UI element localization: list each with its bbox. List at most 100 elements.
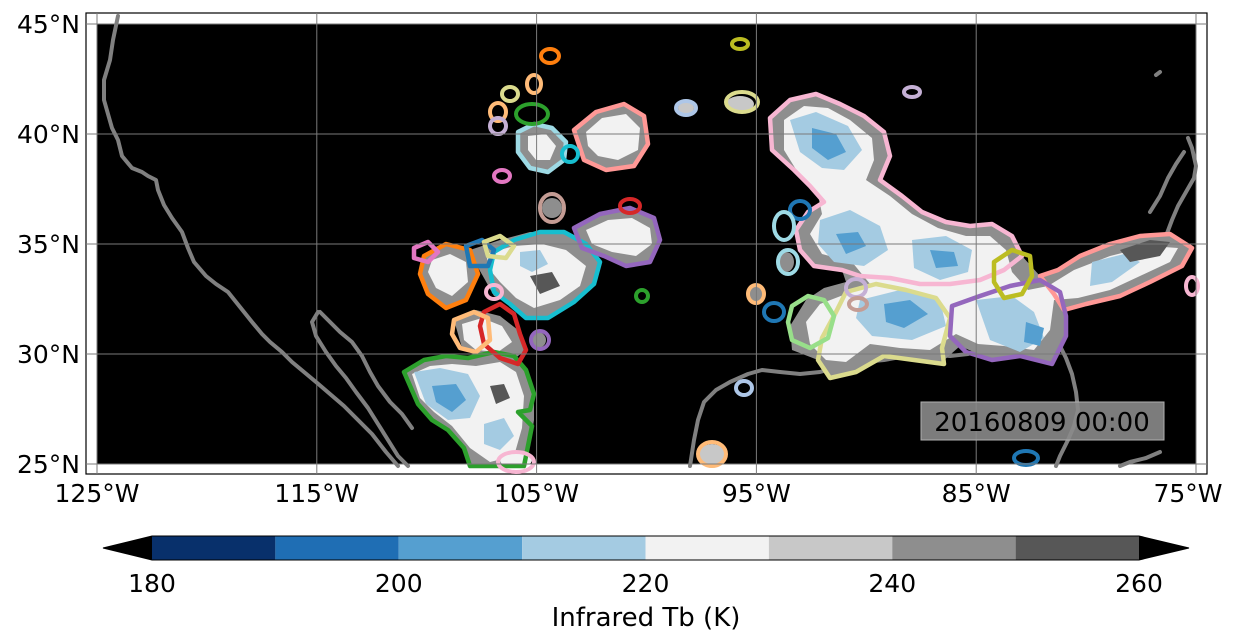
colorbar-bin [768, 536, 893, 560]
cell-pink-east [1184, 275, 1200, 297]
cloud-east-blue11 [1090, 254, 1140, 286]
cloud-west-blue3 [484, 418, 514, 450]
cloud-east-dark [1120, 240, 1170, 262]
lon-tick-labels: 125°W 115°W 105°W 95°W 85°W 75°W [55, 479, 1223, 508]
outline-orange-az [417, 241, 481, 311]
chesapeake [1148, 150, 1186, 214]
lon-tick-label: 105°W [494, 479, 579, 508]
colorbar-ticks: 180 200 220 240 260 [128, 569, 1163, 598]
colorbar [102, 535, 1190, 561]
colorbar-label: Infrared Tb (K) [552, 603, 741, 633]
colorbar-bin [398, 536, 523, 560]
timestamp-text: 20160809 00:00 [934, 408, 1150, 438]
cloud-east-blue6 [930, 250, 958, 268]
colorbar-bin [275, 536, 399, 560]
colorbar-tick-label: 240 [868, 569, 916, 598]
cell-lightblue-top [674, 99, 698, 117]
pacific-coastline [102, 14, 400, 468]
cell-brown-la [847, 296, 869, 312]
lon-tick-label: 95°W [722, 479, 791, 508]
cell-orange-1 [539, 47, 561, 65]
cell-green-tx [634, 288, 650, 304]
baja-coast [310, 310, 410, 468]
outline-salmon-east [1037, 231, 1195, 313]
cell-green-1 [514, 102, 550, 126]
gridlines [86, 13, 1207, 474]
cloud-east-blue4 [836, 232, 866, 254]
outline-cyan-nm [487, 229, 603, 321]
cell-peach-gulf [696, 440, 728, 468]
colorbar-bin [522, 536, 646, 560]
outline-lightgreen [785, 293, 837, 351]
outline-khaki [815, 281, 953, 381]
cloud-small-2 [678, 102, 694, 114]
cloud-nm-blue [520, 250, 548, 272]
cell-khaki-top [724, 90, 760, 114]
cloud-co-light [586, 114, 640, 160]
cloud-small-1 [726, 96, 754, 112]
colorbar-tick-label: 200 [375, 569, 423, 598]
lon-tick-label: 125°W [55, 479, 140, 508]
cell-peach-1 [525, 73, 543, 95]
cell-pink-nm [484, 283, 504, 301]
colorbar-over-arrow [1139, 536, 1189, 560]
outline-olive [991, 247, 1035, 301]
outline-green-west [401, 349, 537, 469]
cell-cyan-co [560, 144, 580, 164]
colorbar-bin [645, 536, 769, 560]
lat-tick-label: 35°N [17, 230, 80, 259]
outline-peach-chih [449, 309, 493, 355]
cell-lightblue-gulf [734, 379, 754, 397]
small-cell-outlines [484, 37, 1200, 474]
cell-peach-2 [488, 101, 508, 123]
cell-lightblue-ok [772, 210, 796, 242]
cell-blue-fl [1012, 449, 1040, 467]
outline-purple-east [947, 277, 1069, 367]
cell-lightblue-ok2 [776, 248, 800, 276]
outline-yellowgreen-az [481, 233, 517, 261]
cloud-west-blue2 [432, 384, 466, 412]
cell-khaki-1 [500, 85, 520, 103]
cloud-small-4 [778, 252, 794, 272]
lon-tick-label: 75°W [1153, 479, 1222, 508]
cloud-nm-dark [530, 272, 560, 294]
colorbar-bin [1015, 536, 1139, 560]
colorbar-outline [102, 535, 1190, 561]
outline-purple-tx [571, 205, 663, 269]
cell-olive-top [730, 37, 750, 51]
cloud-shading [404, 94, 1190, 468]
cell-blue-tx [762, 301, 786, 323]
cloud-az-light [428, 254, 468, 296]
cloud-west-dark [490, 384, 510, 404]
cloud-chih-light [462, 318, 512, 352]
cloud-east-blue2 [812, 128, 846, 160]
lat-tick-label: 30°N [17, 340, 80, 369]
outline-red-chih [477, 301, 529, 367]
cell-brown-nm [538, 192, 566, 224]
lat-tick-label: 45°N [17, 10, 80, 39]
outline-salmon-co [571, 101, 651, 173]
great-lakes [1154, 70, 1162, 77]
cloud-co2-light [528, 134, 556, 160]
outline-pink-az [411, 239, 441, 265]
lat-tick-labels: 45°N 40°N 35°N 30°N 25°N [17, 10, 80, 479]
cell-red-tx [618, 197, 642, 215]
gulf-california [318, 310, 414, 430]
cell-lavender-top [902, 85, 922, 99]
cell-pink-co [492, 168, 512, 184]
colorbar-bin [892, 536, 1016, 560]
cloud-small-7 [542, 198, 562, 218]
lat-tick-label: 40°N [17, 120, 80, 149]
cell-pink-sonora [496, 450, 536, 474]
lat-tick-label: 25°N [17, 450, 80, 479]
colorbar-tick-label: 180 [128, 569, 176, 598]
colorbar-under-arrow [103, 536, 152, 560]
lon-tick-label: 85°W [942, 479, 1011, 508]
lon-tick-label: 115°W [274, 479, 359, 508]
cloud-east-blue10 [1024, 322, 1044, 346]
colorbar-tick-label: 260 [1115, 569, 1163, 598]
cell-blue-ok [788, 199, 812, 221]
timestamp-box: 20160809 00:00 [920, 401, 1165, 441]
cell-purple-chih [529, 329, 551, 351]
